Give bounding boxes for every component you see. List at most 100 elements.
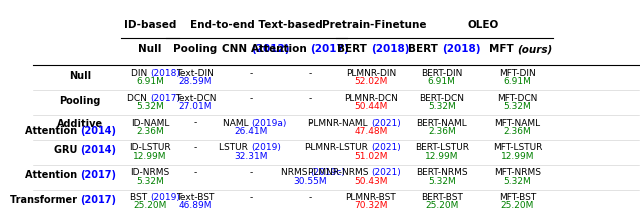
Text: (2019a): (2019a)	[251, 119, 287, 128]
Text: BERT-BST: BERT-BST	[421, 193, 463, 202]
Text: 6.91M: 6.91M	[136, 77, 164, 86]
Text: BERT: BERT	[408, 44, 442, 54]
Text: DCN: DCN	[127, 94, 150, 103]
Text: End-to-end Text-based: End-to-end Text-based	[190, 20, 323, 30]
Text: BERT-DCN: BERT-DCN	[419, 94, 464, 103]
Text: BERT-LSTUR: BERT-LSTUR	[415, 143, 469, 152]
Text: 5.32M: 5.32M	[428, 102, 456, 111]
Text: 6.91M: 6.91M	[428, 77, 456, 86]
Text: CNN: CNN	[222, 44, 251, 54]
Text: (2012): (2012)	[251, 44, 289, 54]
Text: (2018): (2018)	[442, 44, 480, 54]
Text: (2014): (2014)	[80, 126, 116, 136]
Text: PLMNR-NRMS: PLMNR-NRMS	[308, 168, 371, 177]
Text: 30.55M: 30.55M	[294, 176, 327, 186]
Text: 2.36M: 2.36M	[136, 127, 164, 136]
Text: NAML: NAML	[223, 119, 251, 128]
Text: 6.91M: 6.91M	[504, 77, 531, 86]
Text: (2014): (2014)	[80, 145, 116, 155]
Text: -: -	[194, 143, 197, 152]
Text: 5.32M: 5.32M	[504, 102, 531, 111]
Text: BERT: BERT	[337, 44, 371, 54]
Text: BERT-NRMS: BERT-NRMS	[416, 168, 468, 177]
Text: 27.01M: 27.01M	[179, 102, 212, 111]
Text: 50.44M: 50.44M	[355, 102, 388, 111]
Text: DIN: DIN	[131, 69, 150, 78]
Text: MFT-DIN: MFT-DIN	[499, 69, 536, 78]
Text: -: -	[308, 119, 312, 128]
Text: -: -	[250, 69, 253, 78]
Text: (2017): (2017)	[80, 195, 116, 205]
Text: Pooling: Pooling	[60, 95, 101, 106]
Text: 5.32M: 5.32M	[504, 176, 531, 186]
Text: 28.59M: 28.59M	[179, 77, 212, 86]
Text: Text-DIN: Text-DIN	[177, 69, 214, 78]
Text: (2017): (2017)	[310, 44, 349, 54]
Text: Pretrain-Finetune: Pretrain-Finetune	[322, 20, 426, 30]
Text: -: -	[194, 168, 197, 177]
Text: 70.32M: 70.32M	[354, 201, 388, 210]
Text: -: -	[308, 94, 312, 103]
Text: 25.20M: 25.20M	[501, 201, 534, 210]
Text: Text-BST: Text-BST	[176, 193, 214, 202]
Text: -: -	[250, 94, 253, 103]
Text: 25.20M: 25.20M	[425, 201, 458, 210]
Text: PLMNR-DIN: PLMNR-DIN	[346, 69, 396, 78]
Text: -: -	[308, 193, 312, 202]
Text: (2017): (2017)	[150, 94, 180, 103]
Text: MFT-BST: MFT-BST	[499, 193, 536, 202]
Text: 5.32M: 5.32M	[136, 102, 164, 111]
Text: 5.32M: 5.32M	[428, 176, 456, 186]
Text: -: -	[308, 69, 312, 78]
Text: (2018): (2018)	[371, 44, 410, 54]
Text: ID-LSTUR: ID-LSTUR	[129, 143, 171, 152]
Text: Attention: Attention	[251, 44, 310, 54]
Text: -: -	[308, 143, 312, 152]
Text: 12.99M: 12.99M	[425, 152, 459, 161]
Text: 47.48M: 47.48M	[355, 127, 388, 136]
Text: Null: Null	[138, 44, 162, 54]
Text: 2.36M: 2.36M	[504, 127, 531, 136]
Text: LSTUR: LSTUR	[220, 143, 251, 152]
Text: 26.41M: 26.41M	[234, 127, 268, 136]
Text: (ours): (ours)	[518, 44, 553, 54]
Text: PLMNR-BST: PLMNR-BST	[346, 193, 396, 202]
Text: Transformer: Transformer	[10, 195, 80, 205]
Text: 25.20M: 25.20M	[133, 201, 166, 210]
Text: Pooling: Pooling	[173, 44, 218, 54]
Text: BST: BST	[130, 193, 150, 202]
Text: OLEO: OLEO	[467, 20, 499, 30]
Text: 46.89M: 46.89M	[179, 201, 212, 210]
Text: MFT-NAML: MFT-NAML	[495, 119, 541, 128]
Text: Attention: Attention	[25, 126, 80, 136]
Text: Attention: Attention	[25, 170, 80, 180]
Text: (2018): (2018)	[150, 69, 180, 78]
Text: 12.99M: 12.99M	[133, 152, 166, 161]
Text: (2021): (2021)	[371, 119, 401, 128]
Text: PLMNR-LSTUR: PLMNR-LSTUR	[305, 143, 371, 152]
Text: Null: Null	[69, 71, 92, 81]
Text: -: -	[250, 168, 253, 177]
Text: (2019): (2019)	[251, 143, 281, 152]
Text: 5.32M: 5.32M	[136, 176, 164, 186]
Text: PLMNR-DCN: PLMNR-DCN	[344, 94, 398, 103]
Text: 52.02M: 52.02M	[355, 77, 388, 86]
Text: (2017): (2017)	[80, 170, 116, 180]
Text: NRMS: NRMS	[281, 168, 310, 177]
Text: ID-NAML: ID-NAML	[131, 119, 169, 128]
Text: -: -	[250, 193, 253, 202]
Text: 51.02M: 51.02M	[354, 152, 388, 161]
Text: GRU: GRU	[54, 145, 80, 155]
Text: 2.36M: 2.36M	[428, 127, 456, 136]
Text: (2021): (2021)	[371, 143, 401, 152]
Text: Additive: Additive	[57, 119, 104, 129]
Text: ID-based: ID-based	[124, 20, 176, 30]
Text: (2021): (2021)	[371, 168, 401, 177]
Text: (2019): (2019)	[150, 193, 180, 202]
Text: -: -	[194, 119, 197, 128]
Text: ID-NRMS: ID-NRMS	[131, 168, 170, 177]
Text: (2019c): (2019c)	[310, 168, 346, 177]
Text: PLMNR-NAML: PLMNR-NAML	[308, 119, 371, 128]
Text: MFT-DCN: MFT-DCN	[497, 94, 538, 103]
Text: MFT-NRMS: MFT-NRMS	[494, 168, 541, 177]
